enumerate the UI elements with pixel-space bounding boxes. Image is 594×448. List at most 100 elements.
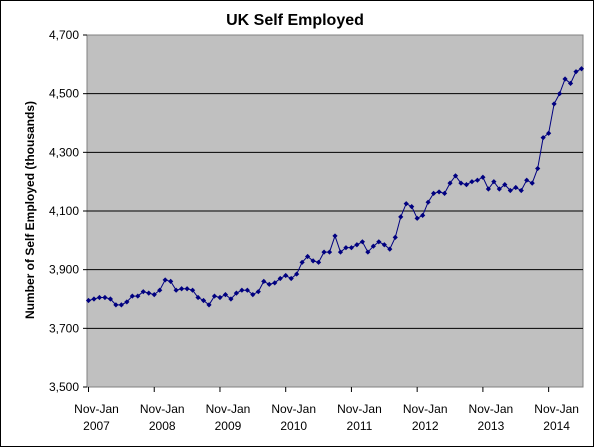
gridlines [87, 93, 583, 329]
y-tick-label: 3,900 [49, 263, 79, 277]
data-point [496, 186, 502, 192]
data-point [420, 212, 426, 218]
data-point [102, 294, 108, 301]
data-point [392, 234, 398, 240]
data-point [200, 297, 207, 304]
data-point [332, 233, 338, 239]
data-point [222, 292, 229, 298]
data-point [288, 275, 294, 282]
data-point [387, 246, 393, 252]
data-point [135, 293, 141, 299]
data-point [381, 242, 387, 248]
data-point [146, 290, 152, 296]
x-tick-year: 2013 [478, 419, 505, 433]
y-tick-label: 3,700 [49, 321, 79, 335]
data-point [513, 184, 519, 191]
data-point [529, 180, 535, 186]
data-point [354, 242, 360, 248]
y-tick-label: 4,500 [49, 87, 79, 101]
data-point [425, 199, 431, 205]
data-point [124, 299, 130, 305]
data-point [107, 296, 114, 302]
x-tick-year: 2012 [412, 419, 439, 433]
data-point [250, 292, 256, 298]
x-tick-label: Nov-Jan [469, 402, 514, 416]
data-point [540, 135, 546, 141]
data-point [179, 286, 185, 292]
data-point [573, 69, 579, 75]
x-tick-year: 2009 [215, 419, 242, 433]
data-point [228, 296, 234, 302]
y-tick-label: 3,500 [49, 380, 79, 394]
x-tick-year: 2010 [280, 419, 307, 433]
x-tick-year: 2011 [347, 419, 373, 433]
chart-title: UK Self Employed [226, 12, 364, 29]
data-point [491, 179, 497, 185]
data-point [436, 189, 442, 195]
data-point [162, 277, 168, 283]
data-point [365, 249, 371, 255]
data-point [326, 249, 333, 255]
data-point [469, 179, 475, 185]
data-point [409, 204, 415, 210]
data-point [556, 91, 563, 97]
x-tick-label: Nov-Jan [337, 402, 382, 416]
data-point [277, 275, 283, 282]
data-point [233, 290, 239, 296]
data-point [562, 76, 568, 82]
data-point [113, 302, 119, 308]
data-point [255, 289, 261, 295]
data-point [441, 190, 448, 196]
data-point [261, 278, 267, 284]
data-point [578, 66, 585, 72]
data-point [447, 180, 453, 186]
y-axis-label: Number of Self Employed (thousands) [23, 101, 37, 319]
data-point [474, 177, 481, 183]
x-axis-ticks: Nov-Jan 2007 Nov-Jan 2008 Nov-Jan 2009 Nov-Jan… [74, 387, 579, 433]
data-point [458, 180, 464, 186]
data-point [321, 249, 327, 255]
data-point [535, 165, 541, 172]
data-point [337, 249, 344, 255]
data-point [283, 272, 289, 279]
data-point [189, 287, 196, 293]
data-point [485, 186, 491, 192]
data-point [173, 287, 179, 293]
x-tick-label: Nov-Jan [74, 402, 119, 416]
y-tick-label: 4,100 [49, 204, 79, 218]
data-point [272, 280, 278, 286]
data-point [567, 80, 574, 86]
data-point [157, 287, 163, 293]
x-tick-year: 2014 [543, 419, 570, 433]
data-point [129, 293, 135, 299]
data-point [96, 294, 103, 301]
x-tick-label: Nov-Jan [206, 402, 251, 416]
data-point [217, 294, 223, 301]
series-markers [85, 66, 585, 308]
data-point [239, 287, 245, 293]
x-tick-label: Nov-Jan [271, 402, 316, 416]
data-point [211, 293, 218, 299]
data-point [266, 281, 272, 287]
data-point [244, 287, 250, 293]
x-tick-label: Nov-Jan [140, 402, 185, 416]
x-tick-label: Nov-Jan [534, 402, 579, 416]
data-point [184, 286, 190, 292]
data-point [294, 271, 300, 277]
x-tick-year: 2008 [149, 419, 176, 433]
y-tick-label: 4,300 [49, 145, 79, 159]
data-point [518, 187, 524, 194]
data-point [452, 173, 459, 179]
data-point [398, 214, 404, 220]
data-point [195, 294, 201, 301]
data-point [507, 187, 513, 194]
data-point [315, 259, 322, 265]
x-tick-label: Nov-Jan [403, 402, 448, 416]
data-point [502, 182, 508, 188]
data-point [140, 289, 146, 295]
data-point [206, 302, 212, 308]
data-point [168, 278, 174, 284]
data-point [348, 245, 355, 251]
